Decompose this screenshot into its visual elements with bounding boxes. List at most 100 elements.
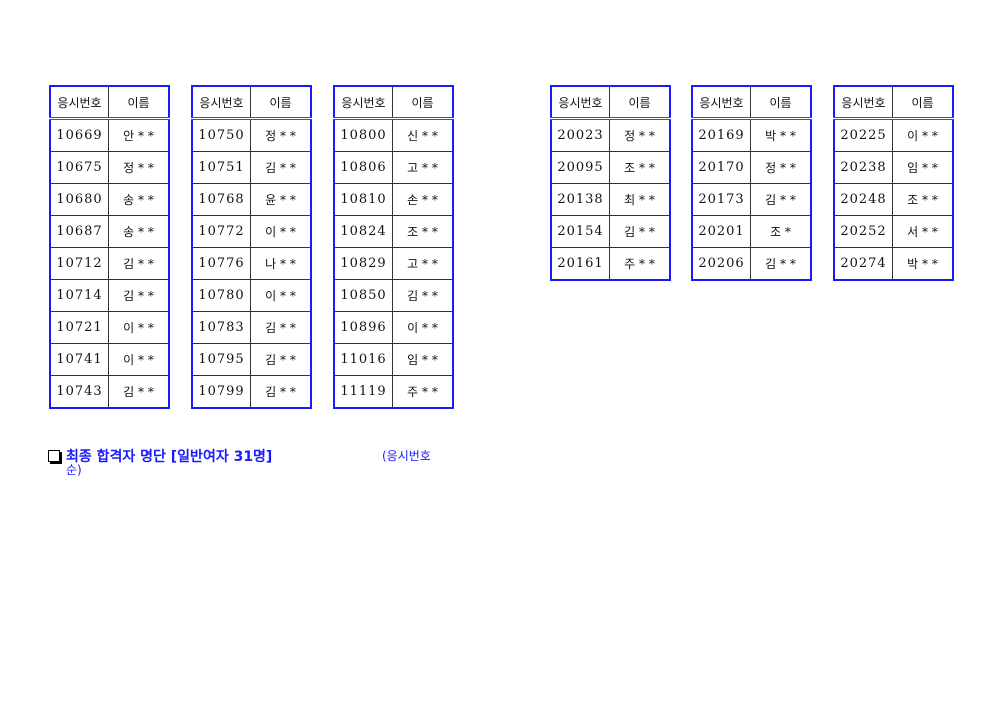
applicant-name: 김 * * [750, 183, 812, 216]
table-row: 10743 김 * * [49, 375, 170, 409]
table-row: 10712 김 * * [49, 247, 170, 280]
applicant-id: 10712 [49, 247, 109, 280]
header-name: 이름 [392, 85, 454, 120]
table-row: 10750 정 * * [191, 118, 312, 152]
table-row: 20161 주 * * [550, 247, 671, 281]
table-row: 20169 박 * * [691, 118, 812, 152]
table-row: 10795 김 * * [191, 343, 312, 376]
applicant-id: 20170 [691, 151, 751, 184]
applicant-id: 10768 [191, 183, 251, 216]
applicant-name: 이 * * [250, 279, 312, 312]
header-name: 이름 [609, 85, 671, 120]
applicant-name: 김 * * [750, 247, 812, 281]
applicant-id: 10776 [191, 247, 251, 280]
applicant-id: 10675 [49, 151, 109, 184]
applicant-name: 주 * * [392, 375, 454, 409]
table-row: 20201 조 * [691, 215, 812, 248]
applicant-name: 김 * * [609, 215, 671, 248]
header-row: 응시번호 이름 [550, 85, 671, 120]
applicant-name: 송 * * [108, 215, 170, 248]
applicant-id: 11016 [333, 343, 393, 376]
header-row: 응시번호 이름 [49, 85, 170, 120]
table-row: 20170 정 * * [691, 151, 812, 184]
applicant-table: 응시번호 이름 10750 정 * * 10751 김 * * 10768 윤 * * 1077… [191, 85, 312, 409]
applicant-name: 고 * * [392, 151, 454, 184]
applicant-name: 이 * * [250, 215, 312, 248]
table-row: 10768 윤 * * [191, 183, 312, 216]
applicant-id: 10783 [191, 311, 251, 344]
applicant-name: 정 * * [108, 151, 170, 184]
applicant-id: 10795 [191, 343, 251, 376]
section-title-text: 최종 합격자 명단 [일반여자 31명] [66, 449, 273, 465]
applicant-id: 10669 [49, 118, 109, 152]
applicant-id: 10806 [333, 151, 393, 184]
applicant-id: 20238 [833, 151, 893, 184]
applicant-table: 응시번호 이름 10669 안 * * 10675 정 * * 10680 송 * * 1068… [49, 85, 170, 409]
applicant-id: 20225 [833, 118, 893, 152]
applicant-name: 최 * * [609, 183, 671, 216]
table-row: 20248 조 * * [833, 183, 954, 216]
table-row: 10772 이 * * [191, 215, 312, 248]
applicant-id: 10772 [191, 215, 251, 248]
table-row: 10806 고 * * [333, 151, 454, 184]
header-name: 이름 [750, 85, 812, 120]
table-row: 10824 조 * * [333, 215, 454, 248]
applicant-table: 응시번호 이름 20225 이 * * 20238 임 * * 20248 조 * * 2025… [833, 85, 954, 281]
table-row: 10675 정 * * [49, 151, 170, 184]
table-row: 11016 임 * * [333, 343, 454, 376]
applicant-name: 서 * * [892, 215, 954, 248]
table-row: 20225 이 * * [833, 118, 954, 152]
applicant-name: 김 * * [108, 247, 170, 280]
header-id: 응시번호 [833, 85, 893, 120]
applicant-name: 김 * * [250, 343, 312, 376]
applicant-table: 응시번호 이름 20023 정 * * 20095 조 * * 20138 최 * * 2015… [550, 85, 671, 281]
applicant-id: 20095 [550, 151, 610, 184]
table-row: 20252 서 * * [833, 215, 954, 248]
table-row: 10800 신 * * [333, 118, 454, 152]
table-row: 10896 이 * * [333, 311, 454, 344]
header-row: 응시번호 이름 [333, 85, 454, 120]
applicant-id: 20023 [550, 118, 610, 152]
applicant-name: 나 * * [250, 247, 312, 280]
table-row: 10751 김 * * [191, 151, 312, 184]
table-row: 10741 이 * * [49, 343, 170, 376]
table-row: 10783 김 * * [191, 311, 312, 344]
table-row: 10850 김 * * [333, 279, 454, 312]
applicant-id: 11119 [333, 375, 393, 409]
header-row: 응시번호 이름 [833, 85, 954, 120]
applicant-name: 김 * * [250, 151, 312, 184]
applicant-id: 10799 [191, 375, 251, 409]
applicant-id: 10800 [333, 118, 393, 152]
applicant-id: 20173 [691, 183, 751, 216]
applicant-name: 이 * * [892, 118, 954, 152]
applicant-id: 10780 [191, 279, 251, 312]
applicant-name: 임 * * [392, 343, 454, 376]
applicant-name: 이 * * [108, 311, 170, 344]
applicant-id: 10741 [49, 343, 109, 376]
applicant-name: 윤 * * [250, 183, 312, 216]
applicant-id: 20201 [691, 215, 751, 248]
section-title: 최종 합격자 명단 [일반여자 31명] [48, 446, 272, 466]
applicant-name: 김 * * [108, 375, 170, 409]
applicant-id: 10743 [49, 375, 109, 409]
header-id: 응시번호 [49, 85, 109, 120]
applicant-id: 10850 [333, 279, 393, 312]
applicant-id: 10824 [333, 215, 393, 248]
applicant-id: 20161 [550, 247, 610, 281]
applicant-id: 20154 [550, 215, 610, 248]
header-id: 응시번호 [191, 85, 251, 120]
applicant-name: 김 * * [392, 279, 454, 312]
applicant-id: 20274 [833, 247, 893, 281]
checkbox-bullet-icon [48, 450, 60, 462]
header-name: 이름 [250, 85, 312, 120]
applicant-table: 응시번호 이름 20169 박 * * 20170 정 * * 20173 김 * * 2020… [691, 85, 812, 281]
applicant-name: 김 * * [108, 279, 170, 312]
applicant-name: 박 * * [892, 247, 954, 281]
applicant-id: 10680 [49, 183, 109, 216]
table-row: 10721 이 * * [49, 311, 170, 344]
applicant-id: 10810 [333, 183, 393, 216]
table-row: 20138 최 * * [550, 183, 671, 216]
applicant-name: 박 * * [750, 118, 812, 152]
header-id: 응시번호 [691, 85, 751, 120]
applicant-id: 10751 [191, 151, 251, 184]
